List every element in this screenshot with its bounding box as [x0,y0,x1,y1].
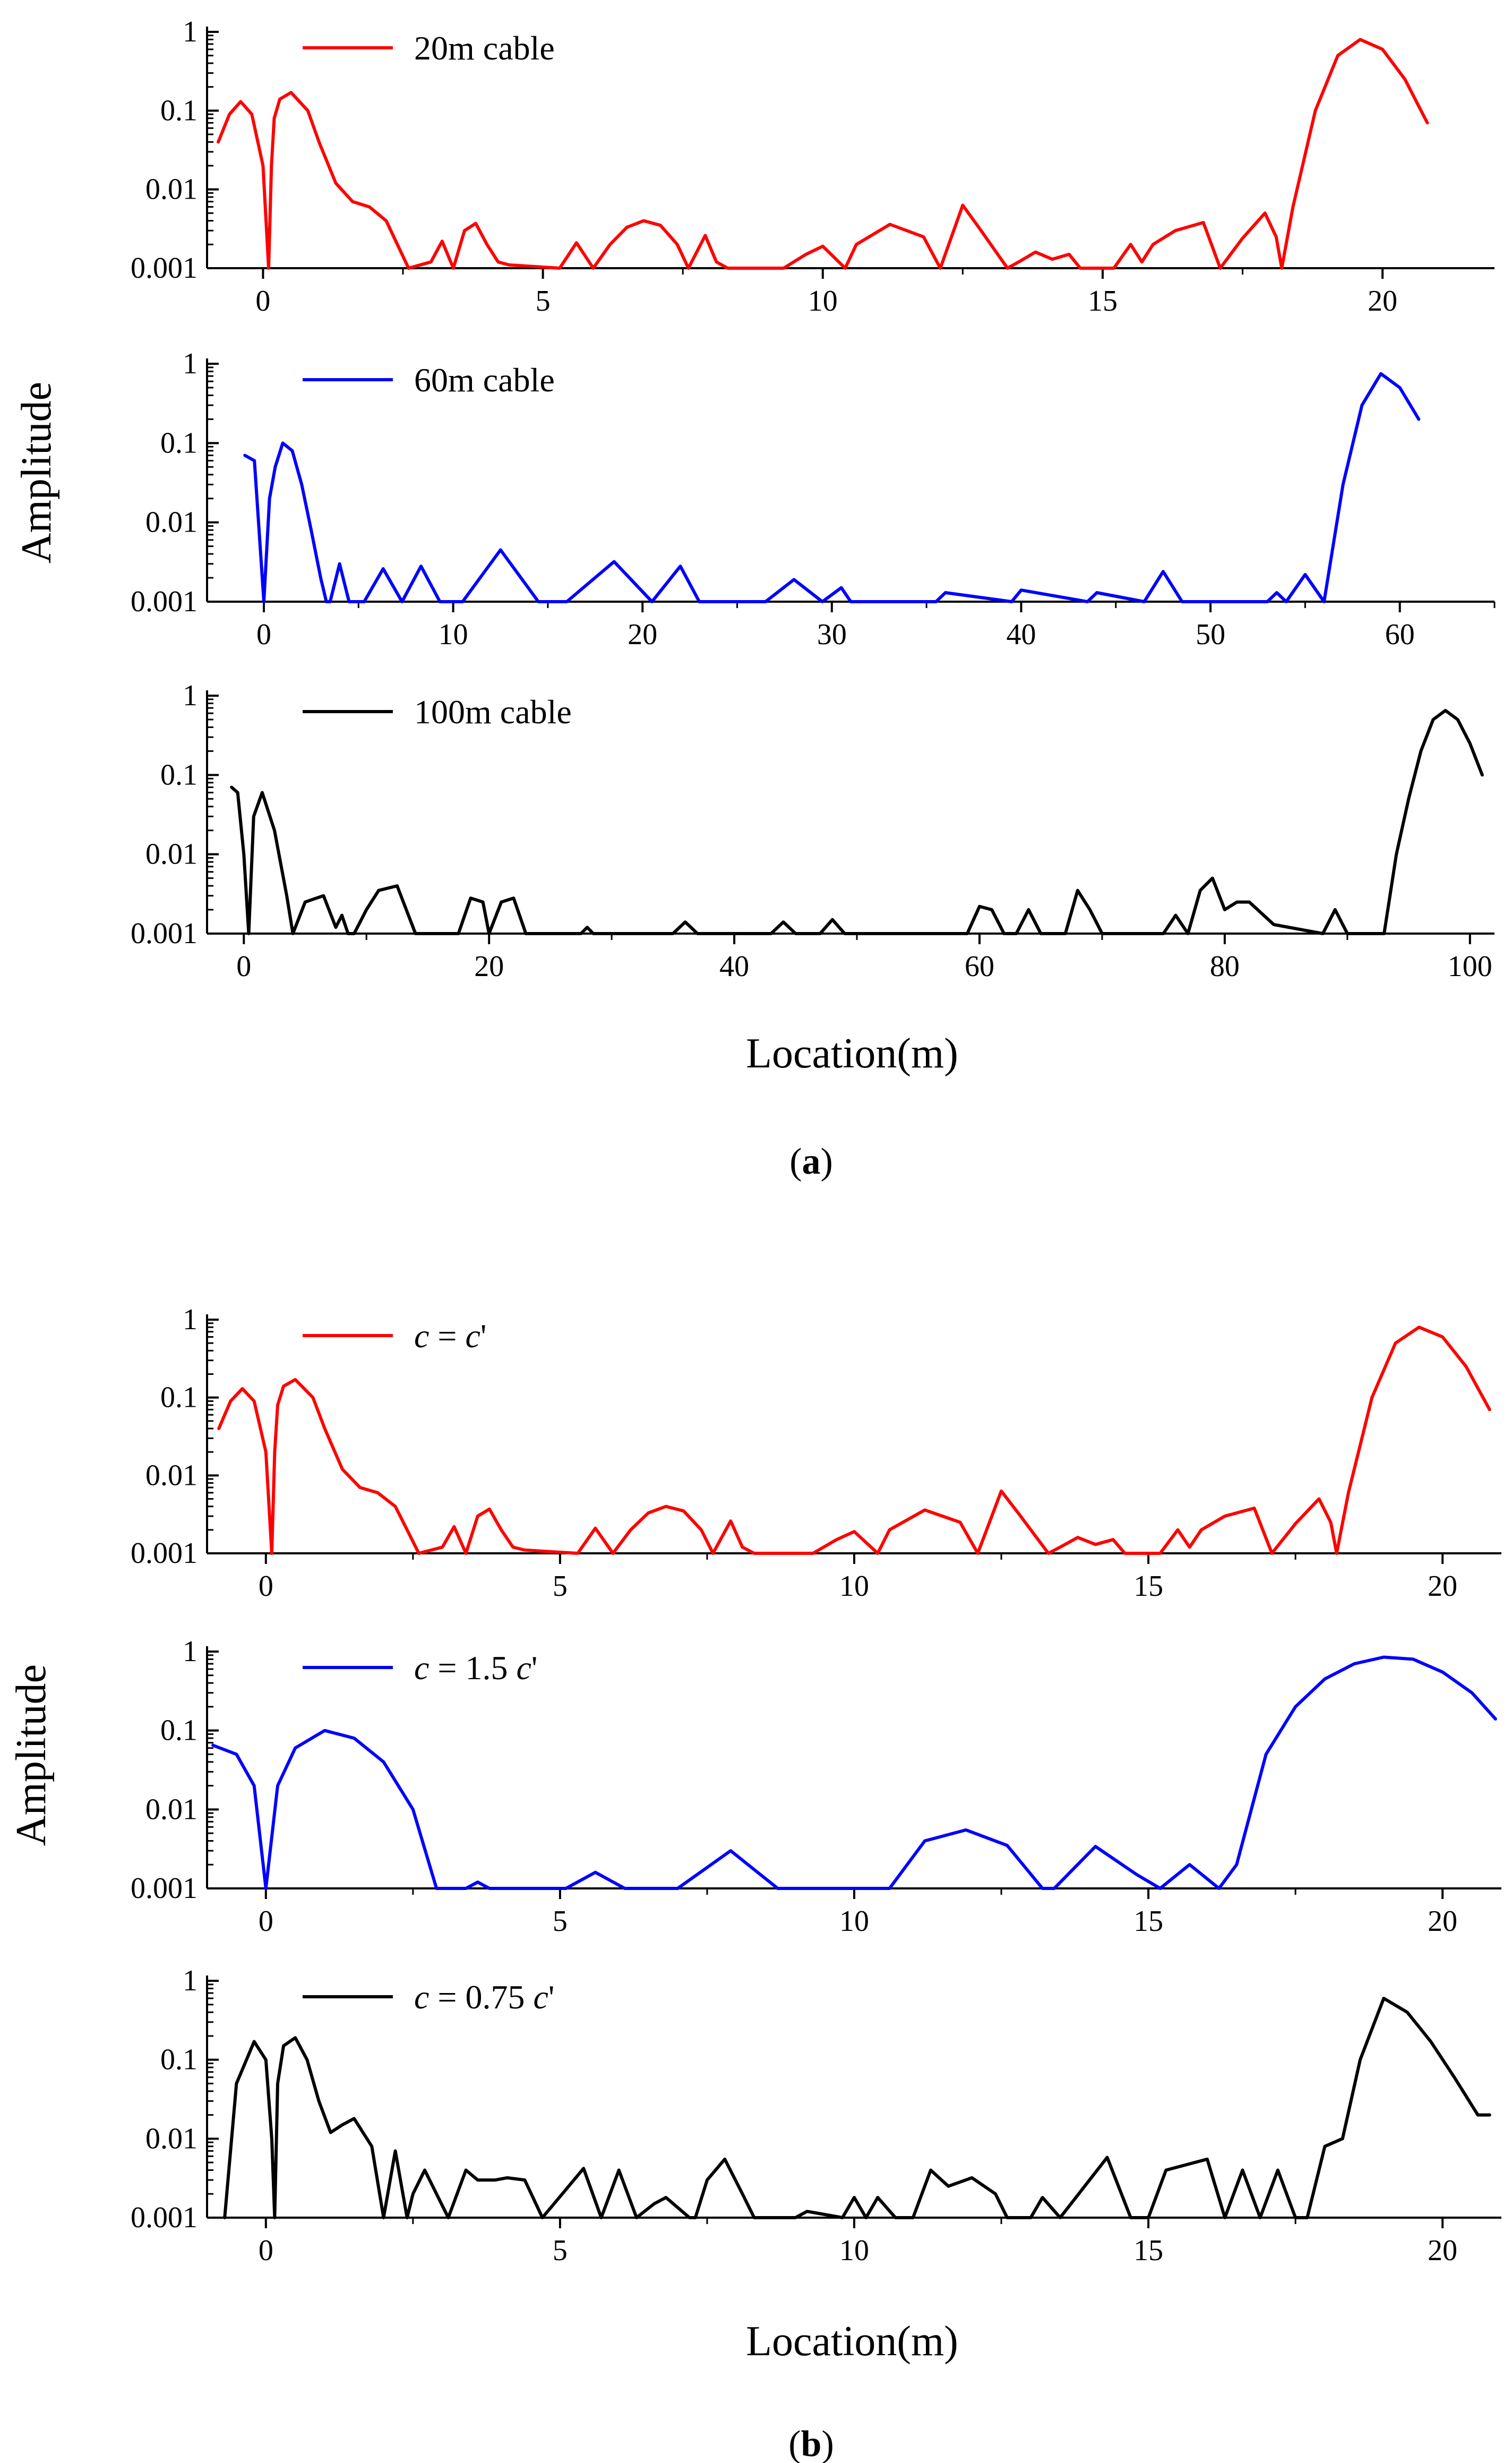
y-tick-label: 0.1 [160,94,197,127]
y-tick-label: 0.001 [131,917,197,950]
x-tick-label: 20 [1428,2234,1457,2267]
x-tick-label: 20 [628,618,657,651]
x-tick-label: 40 [1006,618,1036,651]
series-line [217,38,1429,270]
series-line [217,1325,1491,1555]
x-tick-label: 15 [1133,1905,1163,1938]
legend-label: 20m cable [414,29,555,67]
x-tick-label: 15 [1133,1570,1163,1603]
x-tick-label: 0 [259,1570,273,1603]
x-tick-label: 10 [439,618,468,651]
x-tick-label: 15 [1088,285,1118,318]
x-axis-title-a: Location(m) [746,1030,958,1077]
y-axis-title-a: Amplitude [13,382,60,563]
x-tick-label: 0 [255,285,270,318]
y-tick-label: 1 [183,347,197,380]
legend-label: c = 1.5 c' [414,1649,537,1687]
legend-label: c = 0.75 c' [414,1978,554,2016]
y-tick-label: 0.001 [131,585,197,618]
x-tick-label: 10 [839,1905,869,1938]
x-axis-title-b: Location(m) [746,2318,958,2365]
y-tick-label: 0.1 [160,1381,197,1414]
legend-label: 100m cable [414,693,572,731]
x-tick-label: 5 [553,1905,568,1938]
legend-label: 60m cable [414,361,555,399]
y-tick-label: 0.001 [131,252,197,285]
y-tick-label: 1 [183,1303,197,1336]
y-tick-label: 0.01 [145,838,197,871]
y-tick-label: 0.01 [145,506,197,539]
subplot-c-1.5-c-prime: 1 0.1 0.01 0.001 0 5 10 15 20 c = 1.5 c' [131,1635,1501,1938]
x-tick-label: 5 [536,285,551,318]
subplot-20m-cable: 1 0.1 0.01 0.001 0 5 10 15 20 20m cable [131,15,1494,318]
subplot-c-equals-c-prime: 1 0.1 0.01 0.001 0 5 10 15 20 c = c' [131,1303,1501,1603]
x-tick-label: 0 [236,950,251,983]
caption-b: (b) [788,2424,834,2463]
y-tick-label: 1 [183,1635,197,1668]
x-tick-label: 0 [256,618,271,651]
y-tick-label: 0.01 [145,1459,197,1492]
y-tick-label: 0.001 [131,1537,197,1570]
x-tick-label: 20 [1428,1905,1457,1938]
subplot-c-0.75-c-prime: 1 0.1 0.01 0.001 0 5 10 15 20 c = 0.75 c' [131,1964,1501,2267]
series-line [211,1655,1497,1890]
x-tick-label: 40 [719,950,749,983]
y-tick-label: 1 [183,15,197,48]
x-tick-label: 60 [1385,618,1415,651]
x-tick-label: 5 [553,2234,568,2267]
x-tick-label: 0 [259,1905,273,1938]
x-tick-label: 10 [839,1570,869,1603]
caption-a: (a) [789,1141,833,1182]
x-tick-label: 80 [1210,950,1240,983]
y-tick-label: 0.01 [145,1793,197,1826]
legend-label: c = c' [414,1317,486,1355]
x-tick-label: 10 [839,2234,869,2267]
y-tick-label: 0.1 [160,426,197,459]
x-tick-label: 5 [553,1570,568,1603]
y-tick-label: 0.01 [145,2122,197,2155]
y-tick-label: 0.1 [160,1714,197,1747]
series-line [243,372,1421,603]
x-tick-label: 30 [817,618,847,651]
x-tick-label: 20 [1368,285,1397,318]
x-tick-label: 20 [474,950,504,983]
x-tick-label: 0 [259,2234,273,2267]
y-tick-label: 0.001 [131,1872,197,1905]
x-tick-label: 100 [1448,950,1492,983]
x-tick-label: 15 [1133,2234,1163,2267]
subplot-100m-cable: 1 0.1 0.01 0.001 0 20 40 60 80 100 100m cable [131,679,1494,983]
y-tick-label: 0.1 [160,758,197,791]
y-tick-label: 0.01 [145,173,197,206]
series-line [223,1997,1491,2219]
subplot-60m-cable: 1 0.1 0.01 0.001 0 10 20 30 40 50 60 60m cable [131,347,1496,651]
y-axis-title-b: Amplitude [8,1664,55,1846]
y-tick-label: 1 [183,1964,197,1997]
x-tick-label: 60 [965,950,994,983]
y-tick-label: 0.1 [160,2043,197,2076]
x-tick-label: 50 [1196,618,1225,651]
y-tick-label: 0.001 [131,2201,197,2234]
series-line [230,708,1484,935]
x-tick-label: 10 [808,285,838,318]
x-tick-label: 20 [1428,1570,1457,1603]
y-tick-label: 1 [183,679,197,712]
